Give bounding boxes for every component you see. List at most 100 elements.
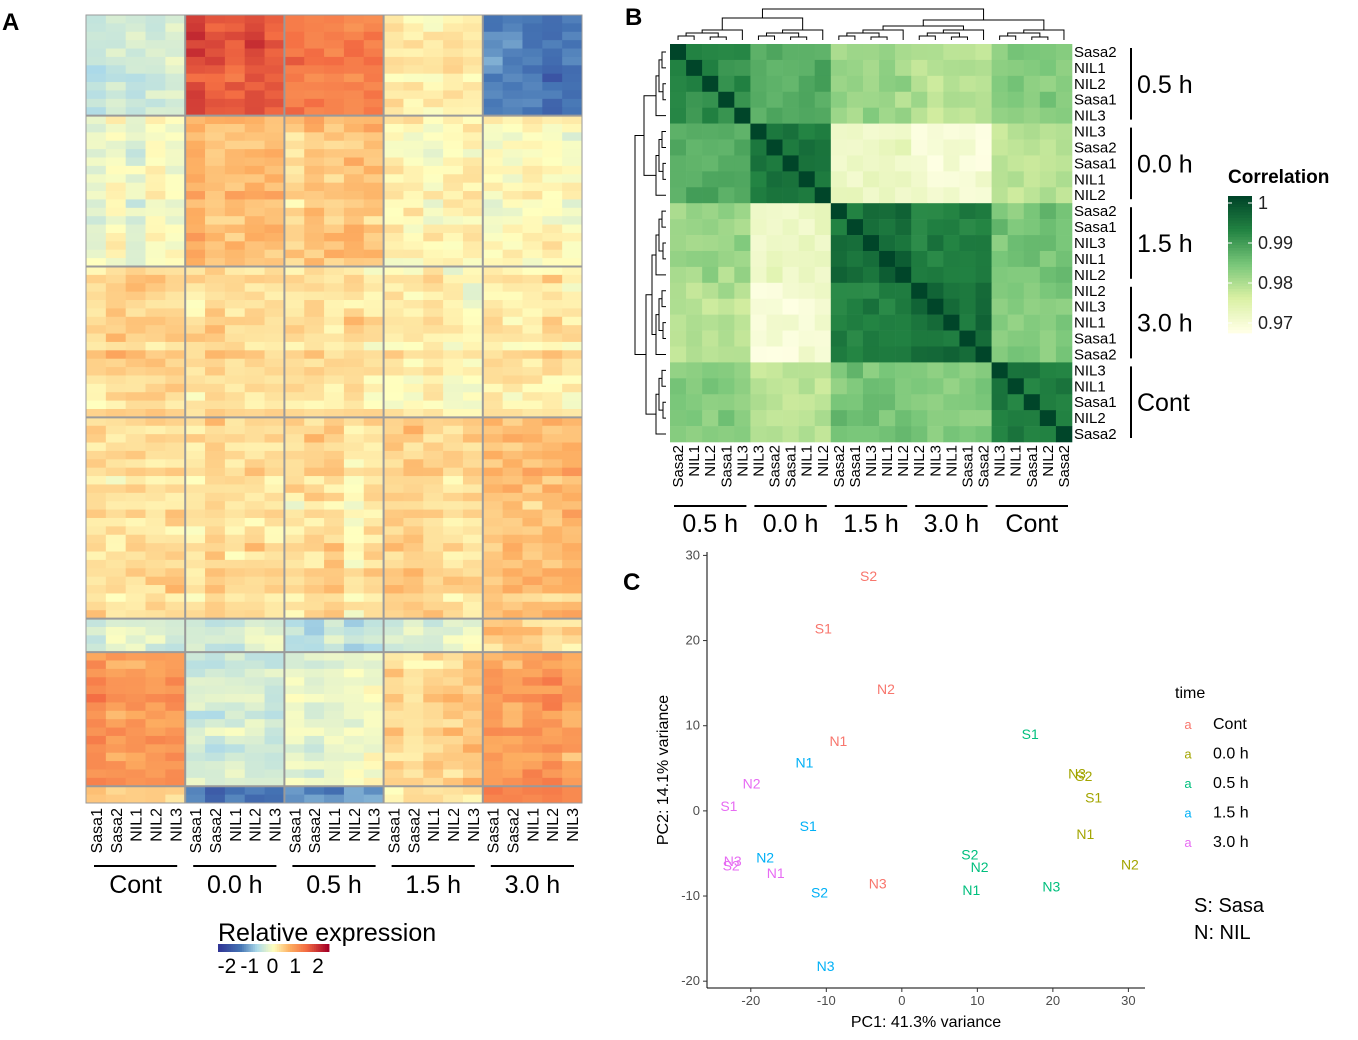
expression-cell — [542, 316, 563, 326]
expression-cell — [284, 501, 305, 510]
expression-cell — [522, 350, 543, 360]
row-label: Sasa1 — [1074, 155, 1117, 172]
expression-cell — [363, 450, 384, 460]
expression-cell — [284, 149, 305, 158]
expression-cell — [462, 442, 484, 452]
expression-cell — [522, 794, 543, 804]
expression-cell — [125, 123, 146, 133]
expression-cell — [482, 132, 504, 142]
expression-cell — [244, 467, 265, 477]
expression-cell — [86, 752, 107, 762]
expression-cell — [284, 551, 305, 561]
expression-cell — [462, 710, 484, 720]
expression-cell — [205, 450, 226, 460]
expression-cell — [522, 509, 543, 519]
expression-cell — [443, 258, 464, 267]
row-label: NIL1 — [1074, 315, 1106, 332]
expression-cell — [244, 752, 265, 762]
expression-cell — [383, 652, 404, 661]
expression-cell — [145, 132, 166, 142]
correlation-cell — [959, 426, 976, 443]
expression-cell — [562, 484, 583, 494]
expression-cell — [125, 710, 146, 720]
expression-cell — [165, 761, 186, 770]
expression-cell — [383, 249, 404, 259]
expression-cell — [462, 425, 484, 435]
expression-cell — [264, 643, 285, 653]
expression-cell — [284, 283, 305, 293]
correlation-cell — [991, 410, 1008, 427]
expression-cell — [284, 73, 305, 83]
correlation-cell — [1039, 394, 1057, 411]
expression-cell — [383, 777, 404, 787]
correlation-cell — [959, 219, 976, 236]
column-label: Sasa2 — [1056, 445, 1073, 488]
correlation-cell — [846, 250, 864, 268]
dendro-branch — [661, 290, 666, 308]
expression-cell — [205, 65, 226, 75]
expression-cell — [244, 358, 265, 368]
legend-swatch — [1228, 319, 1252, 323]
expression-cell — [403, 392, 424, 402]
row-group-label: 0.5 h — [1137, 71, 1193, 99]
expression-cell — [462, 107, 484, 116]
expression-cell — [542, 660, 563, 670]
expression-cell — [542, 350, 563, 360]
expression-cell — [205, 551, 226, 561]
expression-cell — [284, 425, 305, 435]
correlation-cell — [686, 107, 703, 124]
expression-cell — [423, 82, 444, 91]
pca-point: S2 — [860, 568, 877, 584]
correlation-cell — [830, 235, 848, 252]
expression-cell — [363, 400, 384, 410]
expression-cell — [403, 333, 424, 343]
expression-cell — [522, 157, 543, 167]
expression-cell — [284, 492, 305, 502]
expression-cell — [542, 140, 563, 150]
expression-cell — [363, 442, 384, 452]
expression-cell — [304, 735, 325, 745]
expression-cell — [224, 383, 246, 393]
expression-cell — [562, 115, 583, 125]
expression-cell — [443, 358, 464, 368]
expression-cell — [244, 73, 265, 83]
legend-swatch — [1228, 228, 1252, 233]
expression-cell — [125, 115, 146, 125]
correlation-cell — [766, 282, 783, 300]
expression-cell — [423, 484, 444, 494]
column-label: NIL3 — [466, 808, 483, 842]
expression-cell — [383, 417, 404, 427]
expression-cell — [264, 358, 285, 368]
expression-cell — [205, 610, 226, 619]
expression-cell — [462, 744, 484, 754]
column-label: NIL1 — [228, 808, 245, 842]
expression-cell — [244, 140, 265, 150]
expression-cell — [145, 769, 166, 779]
expression-cell — [502, 291, 523, 301]
column-label: NIL2 — [347, 808, 364, 842]
expression-cell — [462, 333, 484, 343]
expression-cell — [423, 123, 444, 133]
expression-cell — [363, 769, 384, 779]
correlation-cell — [927, 314, 944, 331]
expression-cell — [165, 90, 186, 100]
expression-cell — [224, 484, 246, 494]
expression-cell — [403, 300, 424, 309]
correlation-cell — [895, 298, 912, 315]
correlation-cell — [702, 250, 719, 268]
expression-cell — [403, 450, 424, 460]
expression-cell — [125, 635, 146, 645]
expression-cell — [542, 735, 563, 745]
correlation-cell — [975, 426, 992, 443]
dendro-branch — [701, 29, 743, 40]
expression-cell — [542, 207, 563, 217]
expression-cell — [105, 82, 127, 91]
correlation-cell — [1055, 282, 1073, 300]
expression-cell — [125, 82, 146, 91]
expression-cell — [443, 517, 464, 527]
expression-cell — [105, 90, 127, 100]
correlation-cell — [750, 426, 767, 443]
expression-cell — [205, 685, 226, 695]
expression-cell — [423, 216, 444, 225]
